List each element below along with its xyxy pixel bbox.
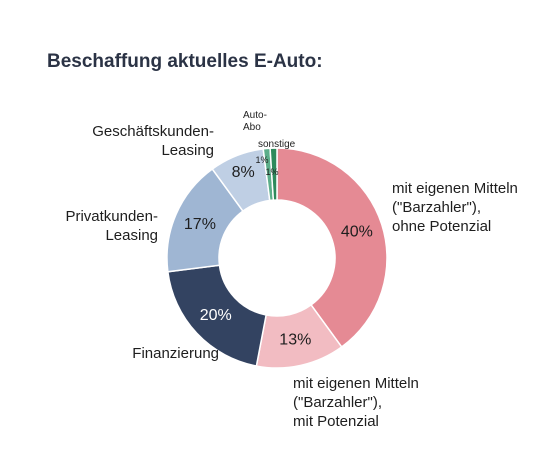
category-label-barzahler-ohne-potenzial: mit eigenen Mitteln ("Barzahler"), ohne Po… bbox=[392, 180, 518, 235]
category-label-line: mit eigenen Mitteln bbox=[392, 180, 518, 197]
value-label-geschaeftskunden-leasing: 8% bbox=[232, 164, 255, 181]
category-label-line: Auto- bbox=[243, 110, 267, 121]
value-label-auto-abo: 1% bbox=[255, 155, 268, 165]
slice-category-labels: mit eigenen Mitteln ("Barzahler"), ohne Po… bbox=[65, 110, 517, 430]
donut-slices bbox=[166, 147, 388, 369]
category-label-privatkunden-leasing: Privatkunden- Leasing bbox=[65, 208, 158, 244]
value-label-privatkunden-leasing: 17% bbox=[184, 216, 216, 233]
category-label-barzahler-mit-potenzial: mit eigenen Mitteln ("Barzahler"), mit Pot… bbox=[293, 375, 419, 430]
category-label-geschaeftskunden-leasing: Geschäftskunden- Leasing bbox=[92, 123, 214, 159]
value-label-barzahler-ohne-potenzial: 40% bbox=[341, 224, 373, 241]
category-label-line: Abo bbox=[243, 122, 261, 133]
category-label-auto-abo: Auto-Abo bbox=[243, 110, 267, 133]
category-label-sonstige: sonstige bbox=[258, 139, 296, 150]
category-label-line: mit eigenen Mitteln bbox=[293, 375, 419, 392]
category-label-line: Finanzierung bbox=[132, 345, 219, 362]
category-label-line: sonstige bbox=[258, 139, 296, 150]
category-label-line: ("Barzahler"), bbox=[392, 199, 481, 216]
value-label-finanzierung: 20% bbox=[200, 307, 232, 324]
category-label-line: ohne Potenzial bbox=[392, 218, 491, 235]
category-label-line: Privatkunden- bbox=[65, 208, 158, 225]
category-label-line: ("Barzahler"), bbox=[293, 394, 382, 411]
category-label-line: Leasing bbox=[161, 142, 214, 159]
value-label-barzahler-mit-potenzial: 13% bbox=[279, 331, 311, 348]
category-label-line: Geschäftskunden- bbox=[92, 123, 214, 140]
value-label-sonstige: 1% bbox=[265, 167, 278, 177]
category-label-line: mit Potenzial bbox=[293, 413, 379, 430]
slice-sonstige bbox=[269, 147, 278, 201]
slice-value-labels: 40%13%20%17%8%1%1% bbox=[184, 155, 373, 348]
category-label-finanzierung: Finanzierung bbox=[132, 345, 219, 362]
chart-title: Beschaffung aktuelles E-Auto: bbox=[47, 51, 323, 72]
slice-barzahler-ohne-potenzial bbox=[276, 147, 388, 349]
category-label-line: Leasing bbox=[105, 227, 158, 244]
